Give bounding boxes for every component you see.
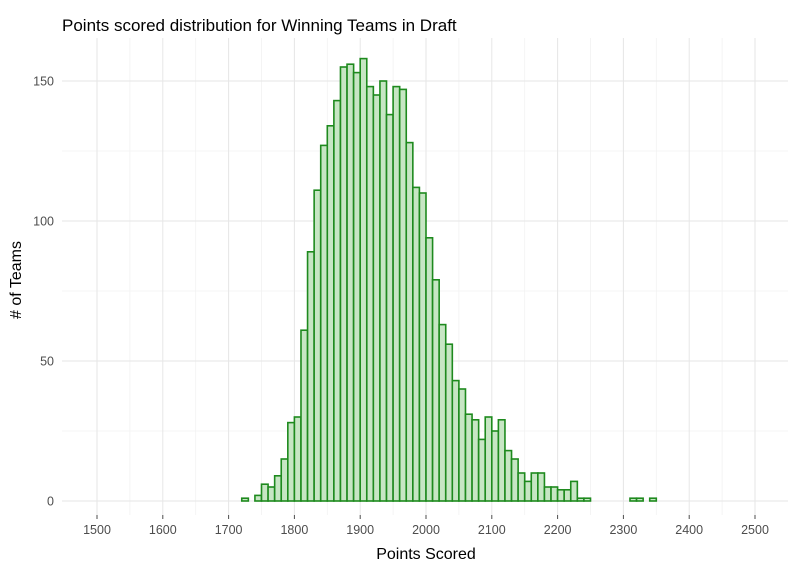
x-tick-label: 2000 (412, 523, 440, 537)
histogram-bar (352, 71, 361, 502)
tick-labels: 1500 1600 1700 1800 1900 2000 2100 2200 2300 2400… (33, 75, 769, 538)
histogram-bar (333, 99, 342, 502)
histogram-bar (563, 488, 572, 502)
histogram-bar (583, 497, 592, 502)
histogram-bar (319, 144, 329, 502)
histogram-bar (490, 430, 500, 502)
histogram-bar (431, 278, 440, 502)
bars (240, 57, 658, 502)
histogram-bar (392, 85, 401, 502)
histogram-bar (504, 449, 513, 502)
histogram-bar (556, 488, 565, 502)
histogram-bar (477, 438, 487, 502)
histogram-bar (569, 480, 579, 502)
histogram-bar (444, 343, 454, 502)
histogram-bar (510, 458, 519, 502)
histogram-bar (280, 458, 289, 502)
histogram-bar (240, 497, 250, 502)
histogram-bar (530, 472, 539, 502)
histogram-bar (550, 486, 559, 502)
histogram-bar (629, 497, 638, 502)
histogram-bar (313, 189, 322, 502)
x-tick-label: 2500 (741, 523, 769, 537)
histogram-bar (458, 388, 467, 502)
histogram-bar (464, 413, 473, 502)
histogram-bar (372, 94, 381, 502)
x-tick-label: 1900 (346, 523, 374, 537)
histogram-bar (379, 80, 388, 502)
y-axis-title: # of Teams (8, 241, 25, 319)
histogram-bar (273, 474, 283, 502)
histogram-bar (385, 113, 394, 502)
histogram-bar (484, 416, 493, 502)
histogram-bar (365, 85, 375, 502)
y-tick-label: 0 (47, 495, 54, 509)
histogram-bar (517, 472, 526, 502)
histogram-bar (497, 418, 506, 502)
histogram-bar (635, 497, 644, 502)
histogram-bar (398, 88, 408, 502)
histogram-bar (418, 192, 427, 502)
x-tick-label: 1700 (215, 523, 243, 537)
histogram-bar (267, 486, 276, 502)
histogram-bar (339, 66, 348, 502)
histogram-bar (543, 486, 552, 502)
chart-title: Points scored distribution for Winning T… (62, 16, 457, 35)
histogram-bar (346, 63, 355, 502)
x-tick-label: 1500 (83, 523, 111, 537)
histogram-bar (438, 323, 447, 502)
histogram-bar (405, 141, 414, 502)
x-tick-label: 2100 (478, 523, 506, 537)
histogram-bar (287, 421, 296, 502)
x-axis-title: Points Scored (376, 546, 476, 563)
histogram-bar (471, 418, 480, 502)
histogram-bar (260, 483, 269, 502)
histogram-bar (412, 186, 421, 502)
histogram-bar (306, 251, 315, 502)
histogram-bar (254, 494, 263, 502)
histogram-bar (293, 416, 302, 502)
y-tick-label: 50 (40, 355, 54, 369)
histogram-bar (576, 497, 585, 502)
histogram-bar (537, 472, 546, 502)
histogram-bar (523, 480, 533, 502)
y-tick-label: 150 (33, 75, 54, 89)
x-tick-label: 1800 (280, 523, 308, 537)
histogram-bar (451, 379, 460, 502)
x-tick-label: 2200 (544, 523, 572, 537)
histogram-bar (300, 329, 309, 502)
histogram-bar (425, 237, 434, 502)
x-tick-label: 2400 (675, 523, 703, 537)
histogram-bar (648, 497, 658, 502)
x-tick-label: 1600 (149, 523, 177, 537)
histogram-bar (359, 57, 368, 502)
x-tick-label: 2300 (609, 523, 637, 537)
histogram-bar (326, 125, 335, 502)
y-tick-label: 100 (33, 215, 54, 229)
